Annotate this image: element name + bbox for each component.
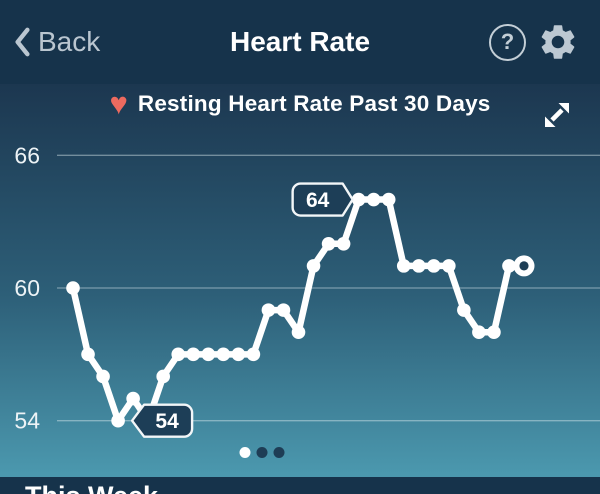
data-point[interactable] — [381, 192, 396, 207]
trend-line — [69, 196, 528, 424]
heart-icon: ♥ — [109, 85, 128, 121]
pager-dot[interactable] — [239, 447, 251, 458]
data-point[interactable] — [186, 347, 201, 362]
this-week-title: This Week — [25, 481, 158, 494]
back-label: Back — [38, 26, 101, 57]
data-point[interactable] — [502, 259, 516, 273]
current-point-hole — [519, 261, 529, 271]
data-point[interactable] — [336, 236, 351, 251]
data-point[interactable] — [457, 303, 471, 317]
data-point[interactable] — [111, 413, 125, 428]
value-callout — [291, 182, 354, 217]
data-point[interactable] — [246, 347, 261, 362]
chart-header: ♥ Resting Heart Rate Past 30 Days — [0, 87, 600, 121]
value-callout — [130, 403, 194, 438]
data-point[interactable] — [81, 347, 95, 362]
y-axis-label: 54 — [14, 408, 40, 434]
data-point[interactable] — [231, 347, 246, 362]
gear-icon — [541, 25, 575, 59]
callout-label: 64 — [306, 189, 330, 212]
data-point[interactable] — [321, 236, 336, 251]
heart-rate-chart[interactable]: 66 60 54 54 64 — [0, 85, 600, 494]
data-point[interactable] — [306, 259, 321, 273]
nav-bar: Back Heart Rate ? — [0, 0, 600, 84]
data-point[interactable] — [171, 347, 186, 362]
data-point[interactable] — [201, 347, 216, 362]
data-point[interactable] — [351, 192, 366, 207]
data-point[interactable] — [442, 259, 456, 273]
back-chevron-icon — [15, 27, 30, 57]
data-point[interactable] — [66, 281, 80, 295]
callout-label: 54 — [155, 410, 179, 433]
data-point[interactable] — [126, 391, 140, 406]
nav-icons: ? — [489, 0, 579, 84]
data-point[interactable] — [276, 303, 291, 317]
pager-dot[interactable] — [273, 447, 285, 458]
data-point[interactable] — [156, 369, 170, 384]
data-point[interactable] — [472, 325, 486, 340]
data-point[interactable] — [96, 369, 110, 384]
help-button[interactable]: ? — [489, 23, 526, 61]
data-point[interactable] — [366, 192, 381, 207]
data-point[interactable] — [487, 325, 501, 340]
page-indicator — [239, 447, 285, 458]
y-axis-label: 60 — [14, 275, 40, 301]
expand-button[interactable] — [541, 99, 573, 131]
y-axis-label: 66 — [14, 142, 40, 168]
back-button[interactable]: Back — [14, 0, 100, 84]
data-point[interactable] — [291, 325, 306, 340]
pager-dot[interactable] — [256, 447, 268, 458]
question-mark-icon: ? — [500, 29, 515, 54]
chart-title: Resting Heart Rate Past 30 Days — [137, 91, 491, 116]
data-point[interactable] — [411, 259, 426, 273]
data-point[interactable] — [427, 259, 441, 273]
data-point[interactable] — [216, 347, 231, 362]
data-point[interactable] — [261, 303, 276, 317]
settings-button[interactable] — [537, 21, 579, 63]
this-week-bar: This Week — [0, 477, 600, 494]
expand-arrows-icon — [545, 103, 569, 127]
data-point[interactable] — [396, 259, 411, 273]
